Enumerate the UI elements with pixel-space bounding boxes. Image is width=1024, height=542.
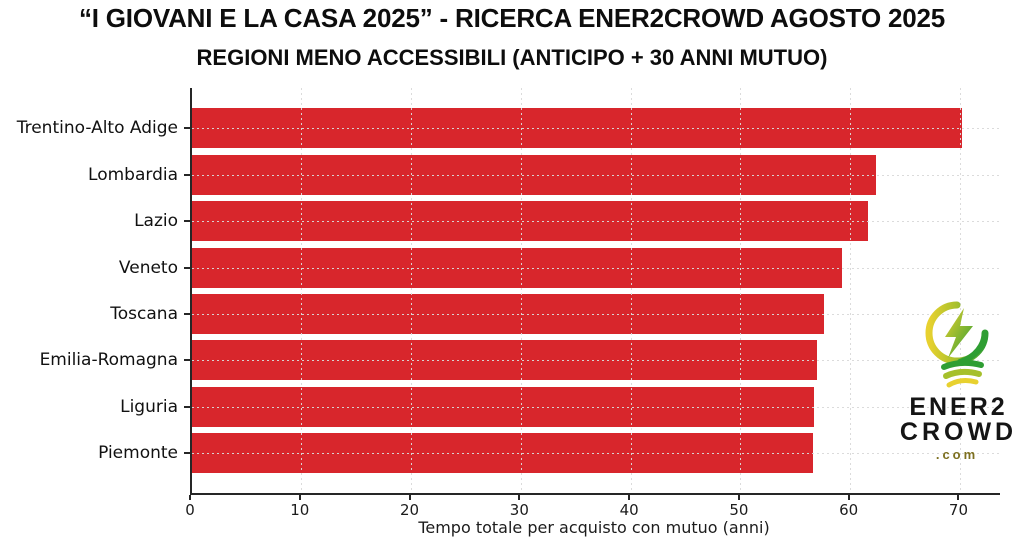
- ener2crowd-logo: ENER2 CROWD .com: [890, 297, 1024, 462]
- y-axis-tick: [184, 359, 190, 362]
- y-axis-tick: [184, 312, 190, 315]
- logo-text-crowd: CROWD: [899, 418, 1018, 446]
- lightbulb-leaf-icon: [925, 301, 989, 388]
- gridline-vertical: [850, 88, 852, 493]
- y-axis-label: Emilia-Romagna: [39, 350, 178, 371]
- y-axis-label: Trentino-Alto Adige: [16, 118, 178, 139]
- x-axis-label: Tempo totale per acquisto con mutuo (ann…: [418, 518, 770, 537]
- y-axis-tick: [184, 173, 190, 176]
- y-axis-tick: [184, 405, 190, 408]
- x-axis-tick: [957, 495, 960, 500]
- x-axis-tick: [847, 495, 850, 500]
- x-axis-tick: [737, 495, 740, 500]
- y-axis-label: Toscana: [110, 303, 178, 324]
- gridline-vertical: [959, 88, 961, 493]
- logo-text-com: .com: [935, 447, 979, 462]
- gridline-vertical: [740, 88, 742, 493]
- y-axis-tick: [184, 452, 190, 455]
- x-axis-tick: [628, 495, 631, 500]
- x-axis-tick: [189, 495, 191, 500]
- chart-title: “I GIOVANI E LA CASA 2025” - RICERCA ENE…: [78, 3, 946, 33]
- gridline-horizontal: [192, 406, 1000, 408]
- y-axis-label: Liguria: [120, 396, 178, 417]
- y-axis-tick: [184, 127, 190, 130]
- gridline-vertical: [411, 88, 413, 493]
- x-axis-tick-label: 10: [290, 501, 310, 519]
- x-axis-tick: [298, 495, 301, 500]
- gridline-horizontal: [192, 453, 1000, 455]
- x-axis-tick-label: 0: [185, 501, 195, 519]
- x-axis-tick: [518, 495, 521, 500]
- x-axis-tick: [408, 495, 411, 500]
- y-axis-tick: [184, 220, 190, 223]
- y-axis-label: Veneto: [118, 257, 178, 278]
- x-axis-tick-label: 70: [948, 501, 969, 519]
- gridline-vertical: [301, 88, 303, 493]
- y-axis-label: Piemonte: [98, 443, 178, 464]
- chart-subtitle: REGIONI MENO ACCESSIBILI (ANTICIPO + 30 …: [196, 45, 828, 70]
- x-axis-tick-label: 40: [619, 501, 639, 519]
- y-axis-label: Lazio: [134, 211, 178, 232]
- gridline-vertical: [630, 88, 632, 493]
- x-axis-tick-label: 50: [729, 501, 749, 519]
- gridline-horizontal: [192, 174, 1000, 176]
- gridline-horizontal: [192, 360, 1000, 362]
- y-axis-label: Lombardia: [88, 164, 178, 185]
- logo-text-ener2: ENER2: [909, 393, 1008, 421]
- gridline-horizontal: [192, 221, 1000, 223]
- gridline-vertical: [520, 88, 522, 493]
- gridline-horizontal: [192, 313, 1000, 315]
- x-axis-tick-label: 20: [400, 501, 420, 519]
- y-axis-tick: [184, 266, 190, 269]
- gridline-horizontal: [192, 128, 1000, 130]
- plot-area: [190, 88, 1000, 495]
- x-axis-tick-label: 60: [839, 501, 859, 519]
- gridline-horizontal: [192, 267, 1000, 269]
- x-axis-tick-label: 30: [509, 501, 529, 519]
